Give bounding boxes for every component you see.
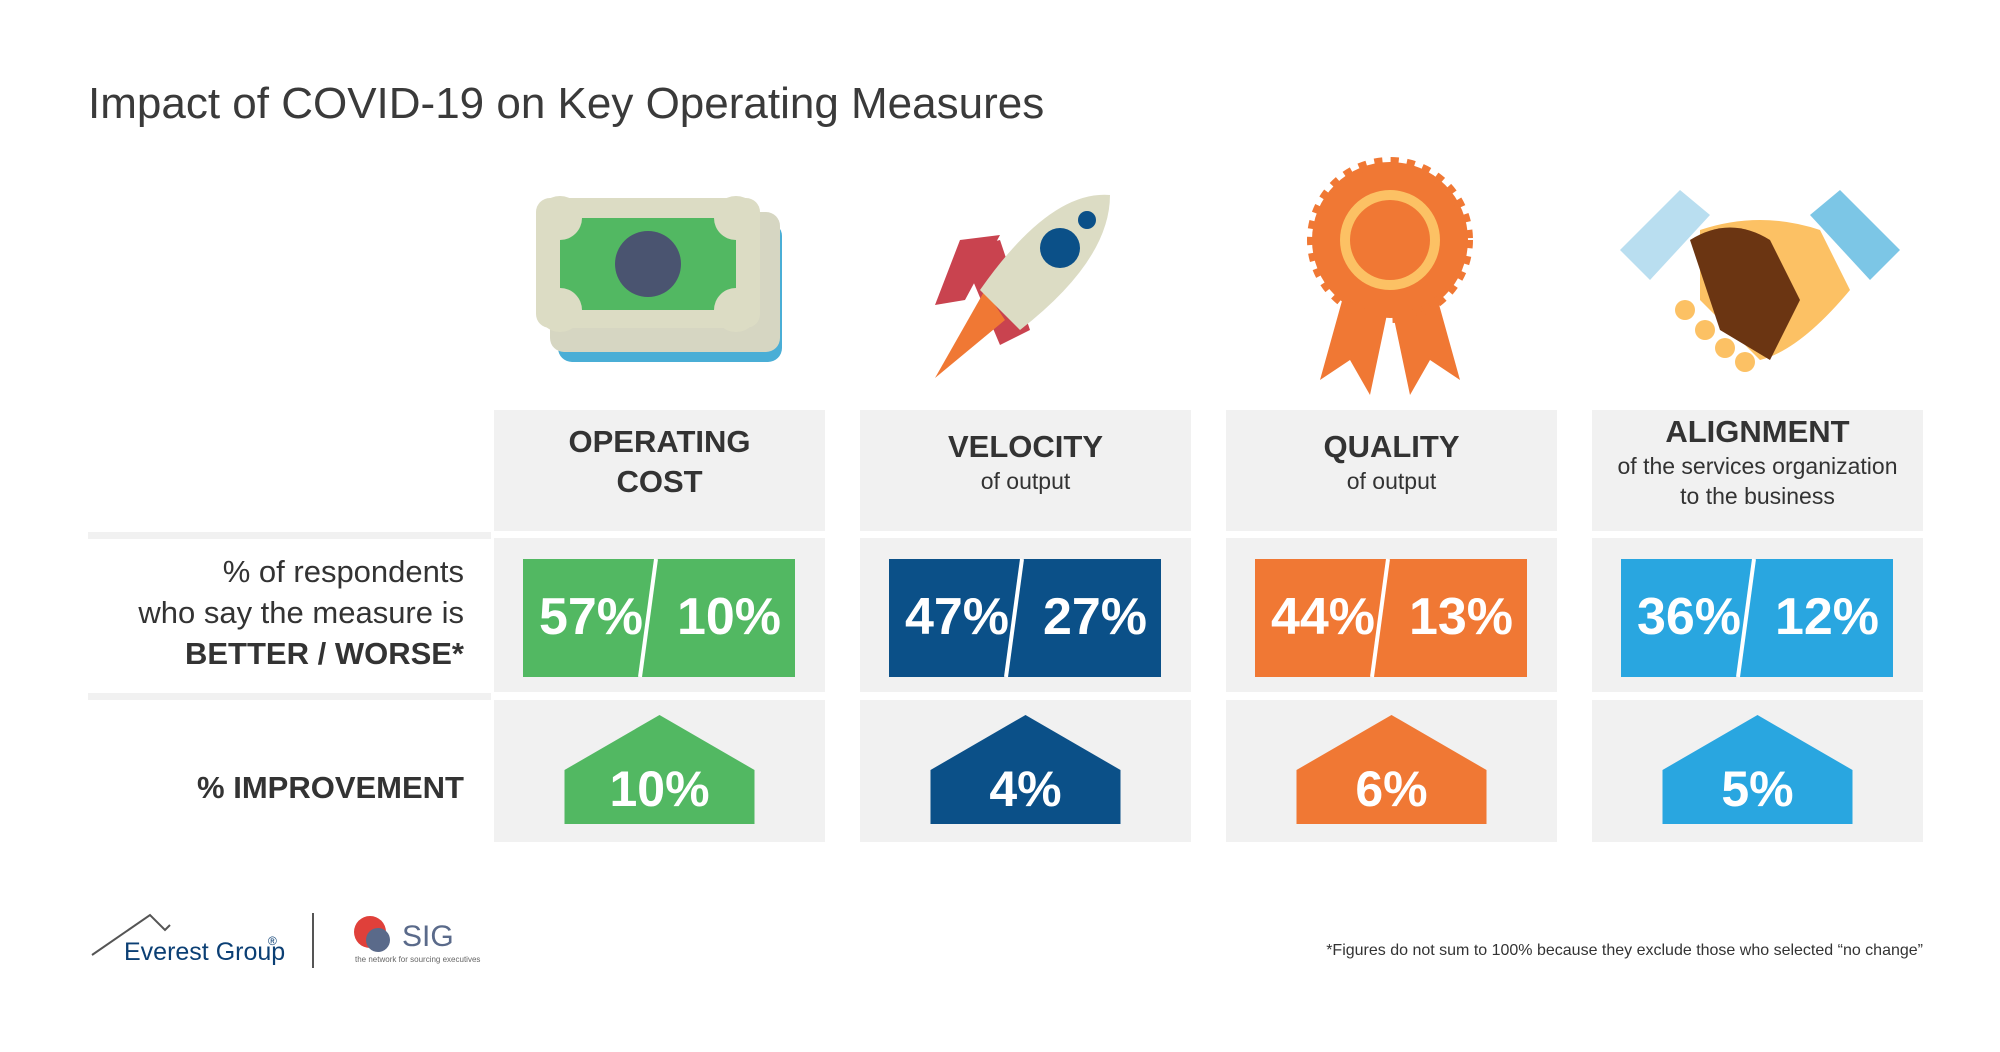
slash: [1370, 558, 1390, 678]
better-value: 47%: [905, 588, 1009, 646]
everest-name: Everest Group: [124, 938, 285, 966]
measure-name: VELOCITY: [948, 429, 1103, 464]
improvement-value: 10%: [609, 761, 709, 817]
improvement-value: 4%: [989, 761, 1061, 817]
worse-value: 12%: [1775, 588, 1879, 646]
slash: [638, 558, 658, 678]
rocket-icon: [935, 194, 1110, 378]
measure-name: OPERATING: [569, 424, 751, 459]
sig-tagline: the network for sourcing executives: [355, 955, 480, 964]
measure-subtitle: of output: [981, 468, 1071, 494]
everest-logo: Everest Group ®: [91, 913, 285, 966]
better-value: 57%: [539, 588, 643, 646]
title: Impact of COVID-19 on Key Operating Meas…: [88, 79, 1044, 128]
row-label: % IMPROVEMENT: [197, 770, 464, 805]
better-value: 36%: [1637, 588, 1741, 646]
improvement-shape: [1296, 715, 1487, 824]
handshake-icon: [1620, 190, 1900, 372]
money-icon: [536, 196, 782, 362]
row-label: BETTER / WORSE*: [185, 636, 465, 671]
separator: [88, 693, 491, 700]
sig-logo: SIG the network for sourcing executives: [354, 916, 480, 964]
better-value: 44%: [1271, 588, 1375, 646]
better-worse-box: [1621, 559, 1893, 677]
slash: [1004, 558, 1024, 678]
worse-value: 13%: [1409, 588, 1513, 646]
improvement-shape: [1662, 715, 1853, 824]
better-worse-box: [889, 559, 1161, 677]
header-cell: [1592, 410, 1923, 531]
improvement-value: 5%: [1721, 761, 1793, 817]
improvement-shape: [930, 715, 1121, 824]
measure-name: QUALITY: [1323, 429, 1459, 464]
medal-icon: [1307, 157, 1473, 395]
improvement-shape: [564, 715, 755, 824]
better-worse-box: [1255, 559, 1527, 677]
header-cell: [1226, 410, 1557, 531]
row-label: who say the measure is: [137, 595, 464, 630]
worse-value: 10%: [677, 588, 781, 646]
row-label: % of respondents: [223, 554, 464, 589]
separator: [88, 532, 491, 539]
header-cell: [860, 410, 1191, 531]
footnote: *Figures do not sum to 100% because they…: [1326, 942, 1923, 959]
slash: [1736, 558, 1756, 678]
measure-subtitle: of the services organization: [1618, 453, 1898, 479]
better-worse-box: [523, 559, 795, 677]
improvement-value: 6%: [1355, 761, 1427, 817]
measure-subtitle: of output: [1347, 468, 1437, 494]
measure-name: ALIGNMENT: [1665, 414, 1849, 449]
everest-mark: ®: [268, 934, 277, 948]
measure-subtitle: to the business: [1680, 483, 1835, 509]
sig-name: SIG: [402, 920, 454, 953]
header-cell: [494, 410, 825, 531]
worse-value: 27%: [1043, 588, 1147, 646]
measure-name: COST: [616, 464, 702, 499]
